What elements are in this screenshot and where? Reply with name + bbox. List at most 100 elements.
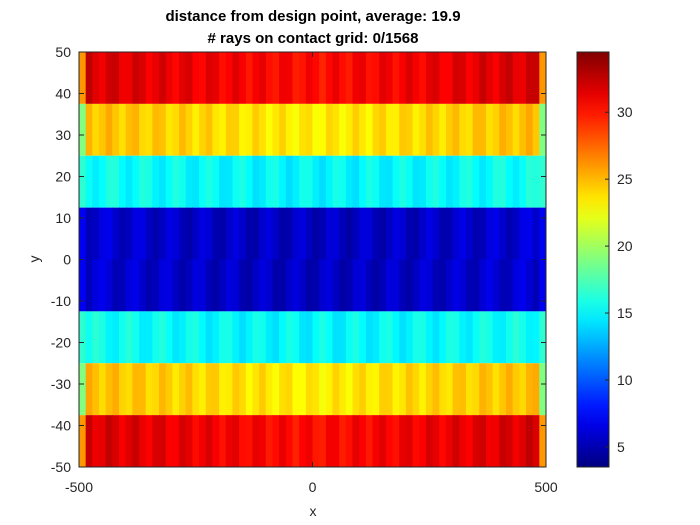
heatmap-cell <box>405 155 414 208</box>
heatmap-cell <box>432 311 440 364</box>
heatmap-cell <box>172 311 180 364</box>
heatmap-cell <box>319 155 327 208</box>
heatmap-cell <box>345 207 354 260</box>
heatmap-cell <box>479 259 487 312</box>
x-tick-label: -500 <box>65 479 93 495</box>
heatmap-cell <box>339 155 347 208</box>
heatmap-cell <box>479 363 487 416</box>
heatmap-cell <box>425 415 434 467</box>
heatmap-cell <box>432 415 440 467</box>
heatmap-cell <box>359 103 367 156</box>
y-tick-label: 0 <box>63 252 71 268</box>
y-tick-label: 40 <box>55 86 71 102</box>
y-axis: 50 40 30 20 10 0 -10 -20 -30 -40 -50 <box>51 44 546 475</box>
heatmap-cell <box>159 52 167 104</box>
heatmap-cell <box>432 155 440 208</box>
heatmap-cell <box>105 52 113 104</box>
heatmap-cell <box>505 103 514 156</box>
y-tick-label: -50 <box>51 459 71 475</box>
heatmap-cell <box>252 311 260 364</box>
heatmap-cell <box>512 259 520 312</box>
heatmap-cell <box>259 259 267 312</box>
heatmap-cell <box>112 207 120 260</box>
heatmap-cell <box>492 259 500 312</box>
heatmap-cell <box>145 207 153 260</box>
heatmap-cell <box>252 207 260 260</box>
heatmap-cell <box>385 415 394 467</box>
heatmap-cell <box>132 103 140 156</box>
heatmap-cell <box>519 207 527 260</box>
colorbar-tick-label: 20 <box>617 238 633 254</box>
heatmap-cell <box>199 52 207 104</box>
heatmap-cell <box>485 52 494 104</box>
heatmap-cell <box>372 155 380 208</box>
heatmap-cell <box>272 311 280 364</box>
colorbar-ticks: 30 25 20 15 10 5 <box>605 104 633 455</box>
x-tick-label: 0 <box>309 479 317 495</box>
heatmap-cell <box>319 311 327 364</box>
heatmap-cell <box>119 311 127 364</box>
heatmap-cell <box>199 207 207 260</box>
heatmap-cell <box>279 311 287 364</box>
heatmap-plot-area <box>79 52 546 467</box>
heatmap-cell <box>419 363 427 416</box>
heatmap-cell <box>492 155 500 208</box>
heatmap-cell <box>485 259 494 312</box>
heatmap-cell <box>299 52 307 104</box>
heatmap-cell <box>459 311 467 364</box>
heatmap-cell <box>399 103 407 156</box>
heatmap-band <box>79 363 546 416</box>
heatmap-cell <box>412 155 420 208</box>
heatmap-cell <box>292 415 300 467</box>
heatmap-cell <box>459 207 467 260</box>
heatmap-cell <box>359 155 367 208</box>
heatmap-cell <box>279 259 287 312</box>
heatmap-cell <box>439 155 447 208</box>
heatmap-cell <box>499 363 507 416</box>
heatmap-cell <box>232 415 240 467</box>
heatmap-cell <box>452 363 460 416</box>
heatmap-cell <box>185 155 194 208</box>
colorbar-tick-label: 25 <box>617 171 633 187</box>
heatmap-cell <box>192 415 200 467</box>
heatmap-cell <box>325 259 334 312</box>
heatmap-cell <box>165 207 173 260</box>
colorbar-tick-label: 10 <box>617 372 633 388</box>
heatmap-cell <box>339 311 347 364</box>
heatmap-cell <box>412 259 420 312</box>
heatmap-cell <box>432 363 440 416</box>
heatmap-cell <box>79 259 87 312</box>
heatmap-cell <box>305 52 314 104</box>
heatmap-cell <box>225 259 234 312</box>
heatmap-cell <box>185 311 194 364</box>
heatmap-cell <box>245 259 254 312</box>
heatmap-cell <box>179 363 187 416</box>
heatmap-cell <box>119 103 127 156</box>
heatmap-cell <box>105 311 113 364</box>
heatmap-cell <box>152 103 160 156</box>
heatmap-cell <box>99 52 107 104</box>
y-tick-label: -10 <box>51 293 71 309</box>
heatmap-cell <box>479 103 487 156</box>
heatmap-cell <box>99 415 107 467</box>
heatmap-cell <box>392 155 400 208</box>
heatmap-cell <box>365 415 374 467</box>
heatmap-cell <box>245 363 254 416</box>
heatmap-cell <box>159 311 167 364</box>
heatmap-cell <box>159 259 167 312</box>
heatmap-cell <box>312 311 320 364</box>
heatmap-cell <box>499 207 507 260</box>
heatmap-cell <box>365 52 374 104</box>
heatmap-cell <box>245 311 254 364</box>
heatmap-cell <box>525 52 534 104</box>
heatmap-cell <box>285 103 294 156</box>
heatmap-cell <box>532 311 540 364</box>
heatmap-cell <box>505 155 514 208</box>
heatmap-cell <box>505 207 514 260</box>
heatmap-cell <box>205 155 214 208</box>
heatmap-cell <box>299 103 307 156</box>
heatmap-cell <box>192 207 200 260</box>
heatmap-cell <box>452 52 460 104</box>
heatmap-cell <box>132 363 140 416</box>
heatmap-cell <box>532 363 540 416</box>
